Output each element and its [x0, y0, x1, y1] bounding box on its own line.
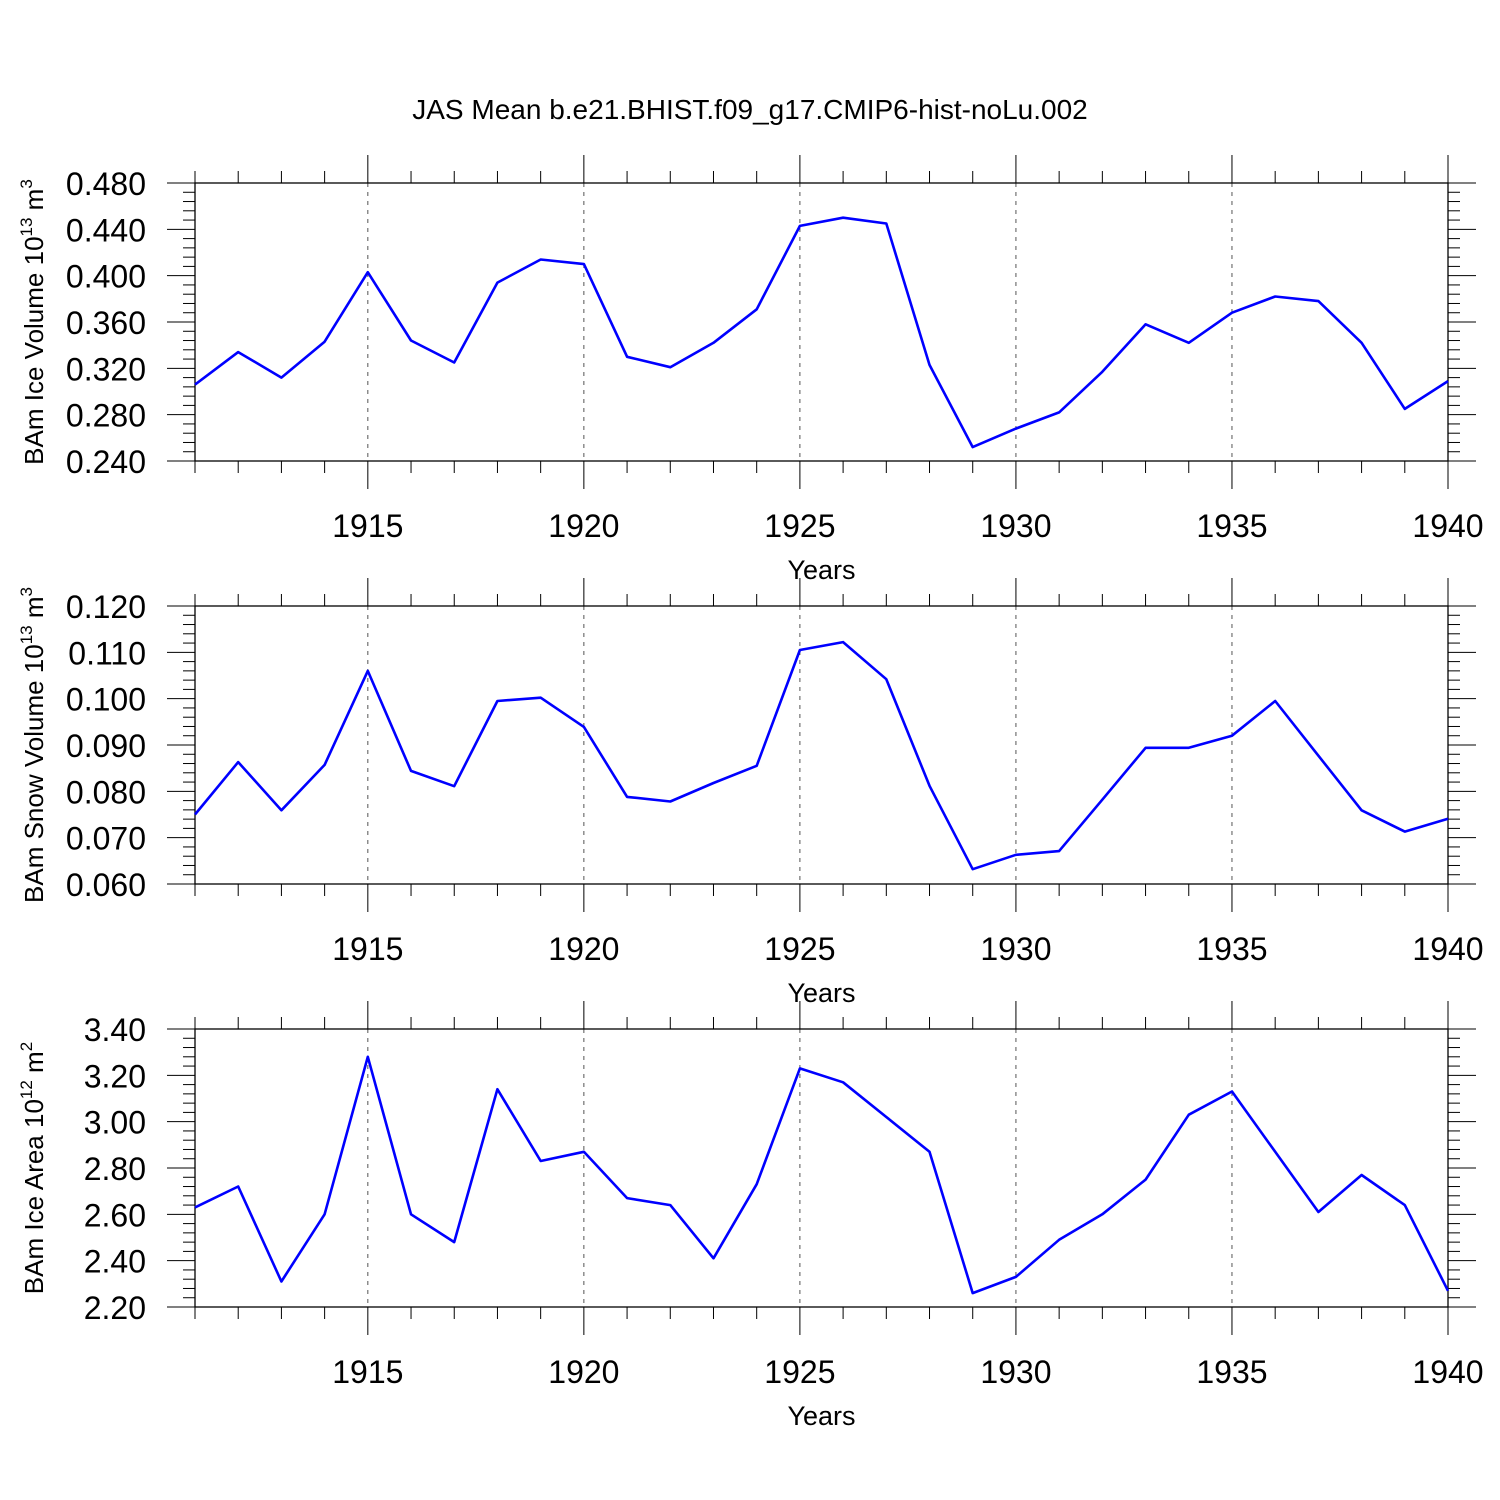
- y-tick-label: 2.20: [84, 1290, 146, 1326]
- y-axis-label: BAm Ice Area 1012 m2: [17, 1042, 49, 1294]
- x-tick-label: 1915: [332, 931, 403, 967]
- y-tick-label: 0.110: [68, 635, 146, 671]
- y-tick-label: 0.360: [66, 305, 146, 341]
- y-axis-label-superscript: 12: [17, 1080, 36, 1099]
- y-axis-label-part: m: [19, 1051, 49, 1080]
- panels: 1915 1920 1925 1930 1935 1940 0.480 0.440 0.400 0…: [17, 155, 1484, 1431]
- y-tick-label: 0.120: [66, 589, 146, 625]
- y-axis-label-superscript: 13: [17, 625, 36, 644]
- y-tick-label: 0.480: [66, 166, 146, 202]
- y-tick-label: 0.070: [66, 821, 146, 857]
- x-tick-label: 1925: [764, 931, 835, 967]
- panel-1: 1915 1920 1925 1930 1935 1940 0.480 0.440 0.400 0…: [17, 155, 1484, 585]
- y-tick-label: 0.080: [66, 774, 146, 810]
- y-tick-label: 0.280: [66, 398, 146, 434]
- y-tick-label: 0.100: [66, 682, 146, 718]
- figure-title: JAS Mean b.e21.BHIST.f09_g17.CMIP6-hist-…: [412, 94, 1088, 125]
- y-tick-label: 0.090: [66, 728, 146, 764]
- x-tick-label: 1930: [980, 508, 1051, 544]
- y-axis-label-superscript: 2: [17, 1042, 36, 1051]
- y-tick-label: 3.20: [84, 1058, 146, 1094]
- x-tick-label: 1925: [764, 508, 835, 544]
- panel-3: 1915 1920 1925 1930 1935 1940 3.40 3.20 3.00 2.80…: [17, 1001, 1484, 1431]
- x-tick-label: 1930: [980, 1354, 1051, 1390]
- y-axis-label-part: m: [19, 189, 49, 218]
- y-axis-label-part: BAm Snow Volume 10: [19, 644, 49, 903]
- x-tick-label: 1935: [1196, 1354, 1267, 1390]
- y-axis-label-superscript: 3: [17, 179, 36, 188]
- y-axis-label-part: m: [19, 596, 49, 625]
- y-tick-label: 2.80: [84, 1151, 146, 1187]
- series-line: [194, 1055, 1450, 1295]
- x-tick-label: 1915: [332, 508, 403, 544]
- y-tick-label: 3.00: [84, 1105, 146, 1141]
- series-line: [193, 640, 1449, 871]
- series-line: [194, 216, 1449, 449]
- y-tick-label: 2.60: [84, 1197, 146, 1233]
- x-tick-label: 1920: [548, 508, 619, 544]
- y-axis-label: BAm Snow Volume 1013 m3: [17, 587, 49, 903]
- y-axis-label-part: BAm Ice Area 10: [19, 1099, 49, 1294]
- x-axis-label: Years: [787, 555, 855, 585]
- y-tick-label: 0.240: [66, 444, 146, 480]
- plot-frame: [194, 1028, 1449, 1308]
- x-tick-label: 1940: [1412, 931, 1483, 967]
- y-tick-label: 0.440: [66, 212, 146, 248]
- x-tick-label: 1940: [1412, 1354, 1483, 1390]
- y-tick-label: 0.400: [66, 259, 146, 295]
- plot-frame: [194, 182, 1449, 462]
- y-axis-label-superscript: 13: [17, 218, 36, 237]
- y-axis-label-part: BAm Ice Volume 10: [19, 236, 49, 464]
- x-tick-label: 1915: [332, 1354, 403, 1390]
- y-axis-label: BAm Ice Volume 1013 m3: [17, 179, 49, 465]
- x-axis-label: Years: [787, 1401, 855, 1431]
- panel-2: 1915 1920 1925 1930 1935 1940 0.120 0.110 0.100 0…: [17, 578, 1484, 1008]
- x-tick-label: 1930: [980, 931, 1051, 967]
- x-tick-label: 1920: [548, 1354, 619, 1390]
- x-tick-label: 1935: [1196, 508, 1267, 544]
- y-tick-label: 0.060: [66, 867, 146, 903]
- y-axis-label-superscript: 3: [17, 587, 36, 596]
- plot-frame: [194, 605, 1449, 885]
- y-tick-label: 3.40: [84, 1012, 146, 1048]
- y-tick-label: 0.320: [66, 351, 146, 387]
- x-axis-label: Years: [787, 978, 855, 1008]
- x-tick-label: 1935: [1196, 931, 1267, 967]
- y-tick-label: 2.40: [84, 1244, 146, 1280]
- x-tick-label: 1920: [548, 931, 619, 967]
- x-tick-label: 1925: [764, 1354, 835, 1390]
- x-tick-label: 1940: [1412, 508, 1483, 544]
